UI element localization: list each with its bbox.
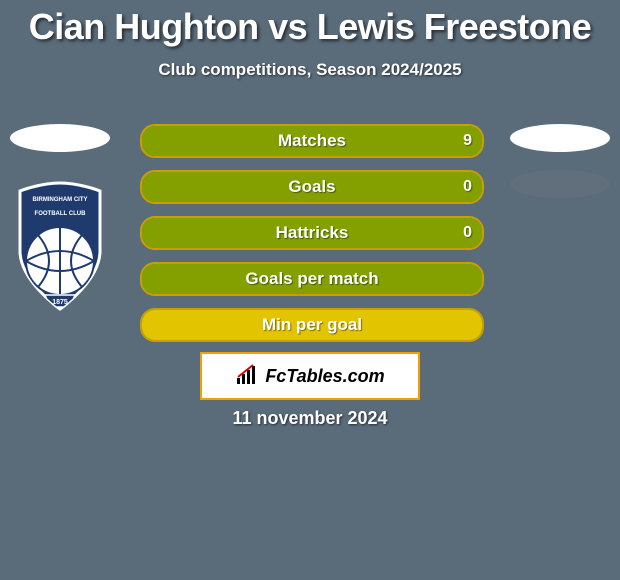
stat-bar-fill [142,264,482,294]
stat-bar: Goals per match [140,262,484,296]
watermark-text: FcTables.com [265,366,384,387]
stat-bar: Hattricks0 [140,216,484,250]
player-right-ellipse [510,124,610,152]
stat-bar-fill [142,126,482,156]
stat-row: Matches9 [0,120,620,166]
stat-bar-fill [142,218,482,248]
page-root: Cian Hughton vs Lewis Freestone Club com… [0,0,620,580]
stat-rows: BIRMINGHAM CITY FOOTBALL CLUB · 1875 · M… [0,120,620,350]
stat-row: Min per goal [0,304,620,350]
date-line: 11 november 2024 [0,408,620,429]
stat-bar: Matches9 [140,124,484,158]
stat-row: Goals0 [0,166,620,212]
page-subtitle: Club competitions, Season 2024/2025 [0,60,620,80]
stat-bar-fill [142,172,482,202]
stat-bar: Goals0 [140,170,484,204]
player-right-ellipse [510,170,610,198]
stat-row: Hattricks0 [0,212,620,258]
watermark: FcTables.com [200,352,420,400]
page-title: Cian Hughton vs Lewis Freestone [0,0,620,48]
player-left-ellipse [10,124,110,152]
chart-icon [235,364,259,388]
stat-row: Goals per match [0,258,620,304]
stat-bar: Min per goal [140,308,484,342]
stat-bar-fill [142,310,482,340]
